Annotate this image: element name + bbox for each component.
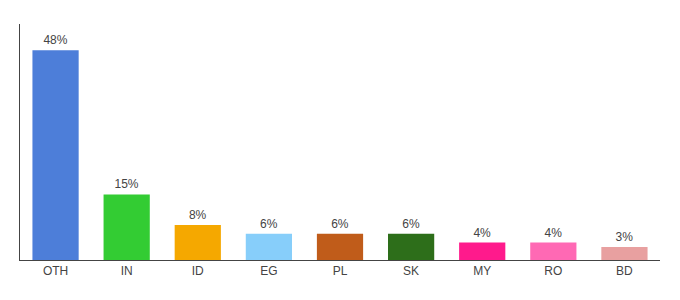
svg-text:ID: ID <box>192 264 204 278</box>
svg-text:BD: BD <box>616 264 633 278</box>
svg-text:SK: SK <box>403 264 419 278</box>
svg-text:6%: 6% <box>402 217 420 231</box>
svg-text:3%: 3% <box>616 230 634 244</box>
svg-text:6%: 6% <box>260 217 278 231</box>
svg-text:PL: PL <box>333 264 348 278</box>
svg-text:4%: 4% <box>544 226 562 240</box>
svg-text:IN: IN <box>121 264 133 278</box>
svg-text:6%: 6% <box>331 217 349 231</box>
svg-text:MY: MY <box>473 264 491 278</box>
svg-text:15%: 15% <box>114 177 138 191</box>
svg-text:48%: 48% <box>43 33 67 47</box>
svg-text:4%: 4% <box>473 226 491 240</box>
svg-text:EG: EG <box>260 264 277 278</box>
svg-text:OTH: OTH <box>43 264 68 278</box>
svg-text:RO: RO <box>544 264 562 278</box>
svg-text:8%: 8% <box>189 208 207 222</box>
